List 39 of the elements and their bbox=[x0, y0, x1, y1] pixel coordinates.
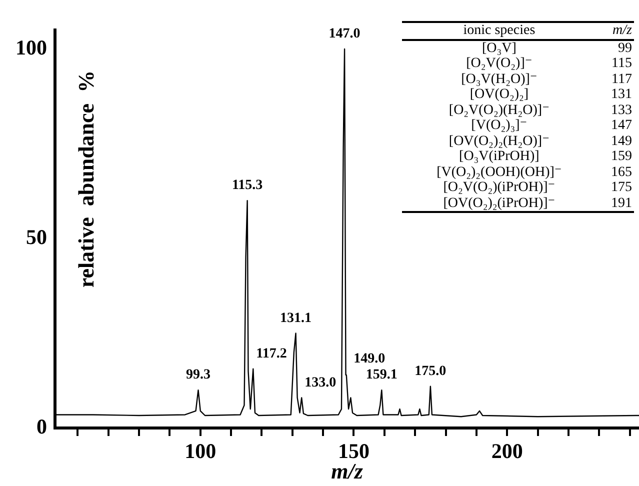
annotation: 147 bbox=[610, 118, 633, 134]
annotation: 175 bbox=[610, 180, 633, 196]
annotation: ionic species bbox=[462, 22, 536, 40]
annotation: 99 bbox=[617, 40, 633, 56]
annotation: [O₃V(iPrOH)] bbox=[458, 149, 540, 164]
annotation: 133.0 bbox=[304, 375, 336, 390]
annotation: [OV(O₂)₂] bbox=[468, 87, 530, 102]
annotation: 191 bbox=[610, 196, 633, 212]
annotation: [O₂V(O₂)(H₂O)]⁻ bbox=[448, 102, 550, 118]
annotation: 159 bbox=[610, 149, 633, 164]
annotation: 117 bbox=[610, 72, 633, 87]
annotation: [O₃V(H₂O)]⁻ bbox=[460, 72, 538, 87]
y-tick-label: 100 bbox=[16, 35, 47, 60]
annotation: 165 bbox=[610, 164, 633, 180]
annotation: 149.0 bbox=[354, 352, 386, 367]
x-tick-label: 200 bbox=[491, 439, 523, 464]
annotation: 175.0 bbox=[414, 364, 446, 379]
annotation: 115.3 bbox=[232, 178, 263, 194]
annotation: [OV(O₂)₂(H₂O)]⁻ bbox=[448, 134, 550, 149]
annotation: 99.3 bbox=[186, 368, 210, 383]
annotation: [OV(O₂)₂(iPrOH)]⁻ bbox=[442, 196, 556, 212]
annotation: [V(O₂)₂(OOH)(OH)]⁻ bbox=[436, 164, 563, 180]
annotation: 133 bbox=[610, 102, 633, 118]
annotation: [O₂V(O₂)(iPrOH)]⁻ bbox=[442, 180, 556, 196]
y-axis-title: relative abundance % bbox=[74, 70, 99, 288]
x-tick-label: 100 bbox=[184, 439, 216, 464]
y-tick-label: 50 bbox=[26, 224, 47, 249]
annotation: 131.1 bbox=[280, 310, 312, 326]
annotation: [O₂V(O₂)]⁻ bbox=[465, 56, 534, 72]
annotation: [O₃V] bbox=[480, 40, 518, 56]
annotation: [V(O₂)₃]⁻ bbox=[470, 118, 528, 134]
annotation: 149 bbox=[610, 134, 633, 149]
annotation: 159.1 bbox=[366, 368, 398, 383]
annotation: 131 bbox=[610, 87, 633, 102]
y-tick-label: 0 bbox=[36, 414, 47, 438]
annotation: 147.0 bbox=[328, 26, 360, 42]
annotation: m/z bbox=[612, 22, 633, 40]
annotation: 115 bbox=[610, 56, 633, 72]
annotation: 117.2 bbox=[256, 346, 287, 362]
